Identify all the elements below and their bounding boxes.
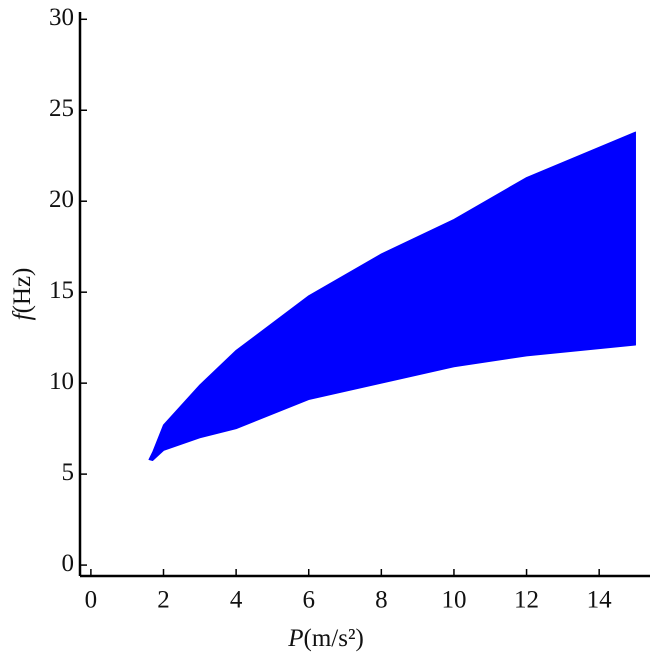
y-tick-label: 30 xyxy=(49,4,74,31)
x-tick-label: 0 xyxy=(85,587,98,614)
y-tick-label: 0 xyxy=(62,550,75,577)
x-axis-var: P xyxy=(287,625,303,652)
y-tick-label: 5 xyxy=(62,459,75,486)
x-tick-label: 2 xyxy=(157,587,170,614)
x-tick-label: 6 xyxy=(302,587,315,614)
x-tick-label: 10 xyxy=(441,587,466,614)
x-axis-label: P(m/s²) xyxy=(287,625,364,652)
x-tick-label: 4 xyxy=(230,587,243,614)
y-axis-var: f xyxy=(9,310,36,320)
x-tick-label: 8 xyxy=(375,587,388,614)
band-area xyxy=(148,131,636,461)
y-axis-unit: (Hz) xyxy=(9,268,36,314)
x-axis-unit: (m/s²) xyxy=(304,625,364,652)
y-axis-label: f(Hz) xyxy=(9,268,36,321)
y-tick-label: 15 xyxy=(49,277,74,304)
y-tick-label: 25 xyxy=(49,95,74,122)
x-tick-label: 12 xyxy=(514,587,539,614)
x-tick-label: 14 xyxy=(587,587,613,614)
y-tick-label: 20 xyxy=(49,186,74,213)
y-tick-label: 10 xyxy=(49,368,74,395)
